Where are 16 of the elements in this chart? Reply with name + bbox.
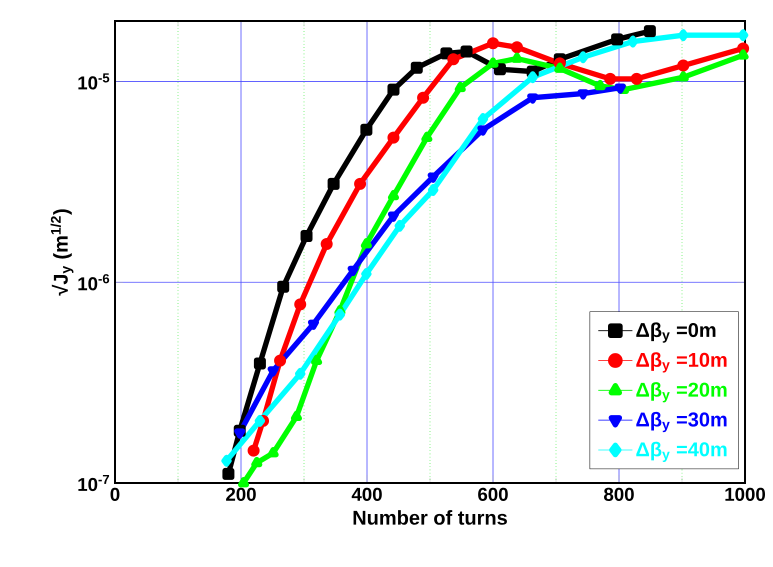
x-tick-label: 1000: [725, 488, 766, 501]
legend-label: Δβ$_{y}$ =10m: [636, 352, 727, 373]
y-axis-title: √J$_{y}$ (m$^{1/2}$): [50, 209, 74, 296]
x-tick-label: 0: [110, 488, 120, 501]
legend-label: Δβ$_{y}$ =30m: [636, 412, 727, 432]
legend-label: Δβ$_{y}$ =0m: [636, 322, 716, 343]
y-tick-label: 10$^{-6}$: [78, 274, 110, 290]
x-tick-label: 800: [604, 488, 634, 501]
y-tick-label: 10$^{-7}$: [78, 474, 110, 492]
y-tick-label: 10$^{-5}$: [78, 73, 110, 90]
x-tick-label: 400: [352, 488, 382, 501]
x-tick-label: 600: [478, 488, 508, 501]
legend-label: Δβ$_{y}$ =20m: [636, 382, 727, 402]
x-axis-title: Number of turns: [354, 510, 507, 525]
legend-label: Δβ$_{y}$ =40m: [636, 442, 727, 462]
x-tick-label: 200: [226, 488, 256, 501]
